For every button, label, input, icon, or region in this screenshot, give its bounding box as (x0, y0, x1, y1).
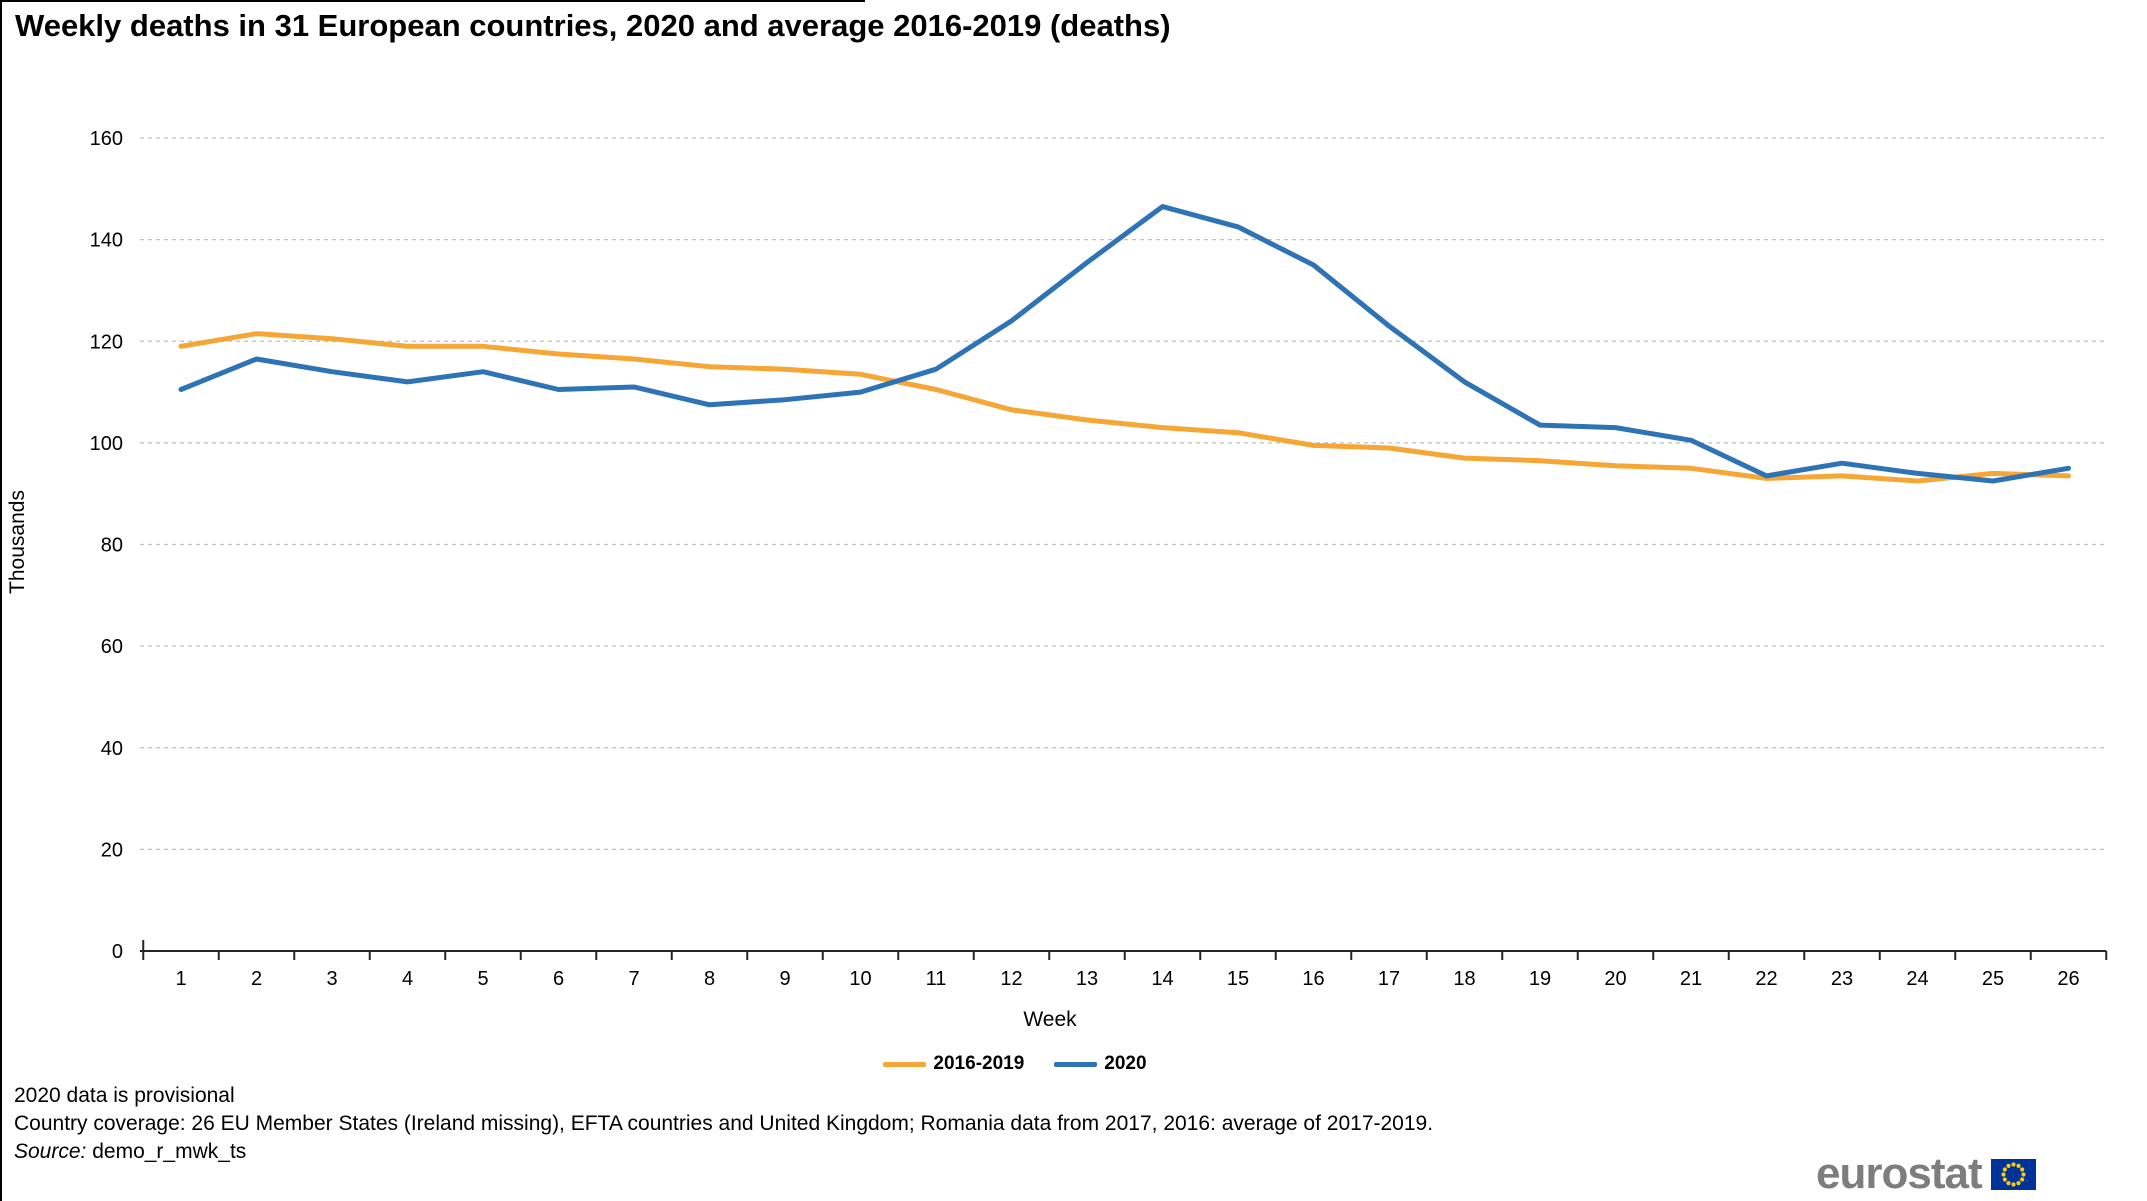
eu-flag-star (2019, 1166, 2024, 1172)
eu-flag-icon (1990, 1158, 2036, 1190)
y-tick-label-100: 100 (90, 433, 123, 455)
eu-flag-star (2015, 1163, 2021, 1168)
x-tick-label-16: 16 (1302, 968, 1324, 990)
y-axis-title: Thousands (6, 490, 29, 594)
series-line-2016-2019 (178, 331, 2071, 484)
legend-label-2016-2019: 2016-2019 (933, 1053, 1025, 1074)
eu-flag-star (2005, 1163, 2011, 1168)
eu-flag-star (2005, 1180, 2011, 1185)
eu-flag-star (2010, 1161, 2016, 1167)
y-tick-label-120: 120 (90, 331, 123, 353)
footnote-coverage: Country coverage: 26 EU Member States (I… (14, 1112, 1434, 1135)
eu-flag-star (2010, 1181, 2016, 1187)
x-tick-label-21: 21 (1680, 968, 1702, 990)
window-frame-top (0, 0, 865, 2)
y-tick-label-140: 140 (90, 230, 123, 252)
x-tick-label-3: 3 (326, 968, 337, 990)
x-tick-label-9: 9 (779, 968, 790, 990)
series-line-2020 (178, 204, 2071, 484)
x-tick-label-17: 17 (1378, 968, 1400, 990)
eurostat-logo-text: eurostat (1816, 1149, 1983, 1198)
eu-flag-star (2002, 1166, 2007, 1172)
window-frame-left (0, 0, 2, 1201)
eu-flag-star (2000, 1171, 2006, 1177)
x-tick-label-10: 10 (849, 968, 871, 990)
footnote-source: Source: demo_r_mwk_ts (14, 1138, 1433, 1166)
y-tick-label-160: 160 (90, 128, 123, 150)
x-tick-label-8: 8 (704, 968, 715, 990)
x-tick-label-5: 5 (477, 968, 488, 990)
x-tick-label-1: 1 (175, 968, 186, 990)
eu-flag-star (2019, 1176, 2024, 1182)
eurostat-logo: eurostat (1816, 1152, 2036, 1196)
chart-legend: 2016-2019 2020 (0, 1053, 2030, 1075)
x-tick-label-11: 11 (926, 968, 947, 990)
x-tick-label-25: 25 (1982, 968, 2004, 990)
y-tick-label-80: 80 (101, 535, 123, 557)
x-tick-label-18: 18 (1453, 968, 1475, 990)
y-tick-label-40: 40 (101, 738, 123, 760)
x-tick-label-24: 24 (1906, 968, 1928, 990)
y-tick-label-60: 60 (101, 636, 123, 658)
x-tick-label-4: 4 (402, 968, 413, 990)
source-value: demo_r_mwk_ts (92, 1140, 247, 1163)
footnotes: 2020 data is provisional Country coverag… (14, 1082, 1433, 1166)
x-tick-label-19: 19 (1529, 968, 1551, 990)
legend-item-2016-2019: 2016-2019 (883, 1053, 1024, 1075)
x-tick-label-6: 6 (553, 968, 564, 990)
chart-title: Weekly deaths in 31 European countries, … (15, 8, 1171, 43)
x-tick-label-23: 23 (1831, 968, 1853, 990)
x-axis-title: Week (1023, 1008, 1077, 1031)
x-tick-label-7: 7 (628, 968, 639, 990)
x-tick-label-15: 15 (1227, 968, 1249, 990)
x-tick-label-14: 14 (1151, 968, 1173, 990)
eu-flag-star (2020, 1171, 2026, 1177)
legend-item-2020: 2020 (1054, 1053, 1147, 1075)
legend-marker-2020 (1054, 1061, 1098, 1067)
x-tick-label-26: 26 (2057, 968, 2079, 990)
eu-flag-star (2002, 1176, 2007, 1182)
eu-flag-star (2015, 1180, 2021, 1185)
source-label: Source: (14, 1140, 87, 1163)
footnote-provisional: 2020 data is provisional (14, 1084, 235, 1107)
x-tick-label-2: 2 (251, 968, 262, 990)
y-tick-label-20: 20 (101, 839, 123, 861)
y-tick-label-0: 0 (112, 941, 123, 963)
x-tick-label-22: 22 (1755, 968, 1777, 990)
x-tick-label-12: 12 (1000, 968, 1022, 990)
legend-marker-2016-2019 (883, 1061, 927, 1067)
x-tick-label-13: 13 (1076, 968, 1098, 990)
x-tick-label-20: 20 (1604, 968, 1626, 990)
legend-label-2020: 2020 (1104, 1053, 1147, 1074)
